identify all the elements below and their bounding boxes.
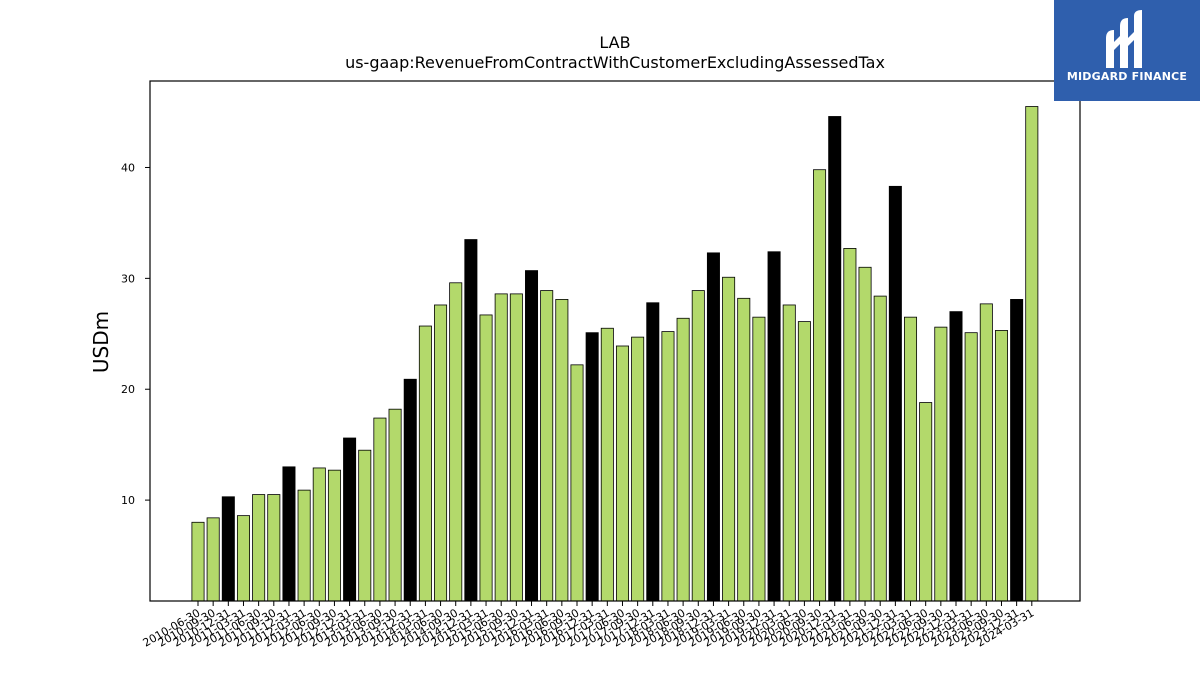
bar-2016-09-30	[570, 364, 584, 602]
bar-2023-09-30	[994, 330, 1008, 602]
bar-2017-06-30	[615, 345, 629, 602]
bar-2021-06-30	[858, 266, 872, 602]
bar-2011-12-31	[282, 466, 296, 602]
bar-2019-09-30	[752, 316, 766, 602]
y-axis: 10 20 30 40	[121, 161, 150, 507]
bar-2020-09-30	[813, 169, 827, 602]
chart-subtitle: us-gaap:RevenueFromContractWithCustomerE…	[345, 53, 885, 72]
bar-2024-03-31	[1025, 106, 1039, 602]
bar-2020-03-31	[782, 304, 796, 602]
bar-2023-06-30	[979, 303, 993, 602]
bar-2017-03-31	[600, 327, 614, 602]
y-axis-label: USDm	[89, 311, 113, 373]
bar-2023-03-31	[964, 332, 978, 602]
bar-2010-12-31	[221, 496, 235, 602]
bar-2018-09-30	[691, 290, 705, 602]
bar-2016-12-31	[585, 332, 599, 602]
bar-2019-12-31	[767, 251, 781, 602]
y-tick-label: 30	[121, 272, 135, 285]
bar-2012-03-31	[297, 489, 311, 602]
bar-2011-03-31	[236, 515, 250, 602]
midgard-logo-icon	[1106, 10, 1142, 68]
bar-2011-06-30	[252, 494, 266, 602]
bar-2021-09-30	[873, 295, 887, 602]
bar-2021-03-31	[843, 248, 857, 602]
bar-2012-06-30	[312, 467, 326, 602]
bar-2015-09-30	[509, 293, 523, 602]
bar-2014-12-31	[464, 239, 478, 602]
bar-2022-09-30	[934, 326, 948, 602]
bar-2020-06-30	[797, 321, 811, 602]
bar-2023-12-31	[1010, 299, 1024, 602]
bar-2013-06-30	[373, 417, 387, 602]
y-tick-label: 40	[121, 161, 135, 174]
bar-series	[191, 106, 1039, 602]
bar-2019-03-31	[722, 276, 736, 602]
bar-2010-09-30	[206, 517, 220, 602]
bar-2020-12-31	[828, 116, 842, 602]
bar-2014-03-31	[418, 325, 432, 602]
chart-title: LAB	[599, 33, 630, 52]
bar-2013-09-30	[388, 408, 402, 602]
y-tick-label: 20	[121, 383, 135, 396]
bar-2013-03-31	[358, 449, 372, 602]
bar-2018-12-31	[706, 252, 720, 602]
logo-text: MIDGARD FINANCE	[1066, 70, 1188, 83]
bar-2016-03-31	[540, 290, 554, 602]
bar-2021-12-31	[888, 185, 902, 602]
bar-2010-06-30	[191, 521, 205, 602]
bar-2019-06-30	[737, 297, 751, 602]
bar-2015-03-31	[479, 314, 493, 602]
bar-2018-06-30	[676, 317, 690, 602]
bar-2015-12-31	[525, 270, 539, 602]
x-axis: 2010-06-302010-09-302010-12-312011-03-31…	[141, 601, 1036, 650]
midgard-finance-logo: MIDGARD FINANCE	[1054, 0, 1200, 101]
bar-2017-09-30	[631, 336, 645, 602]
bar-2012-12-31	[343, 437, 357, 602]
bar-2013-12-31	[403, 378, 417, 602]
bar-2015-06-30	[494, 293, 508, 602]
bar-2018-03-31	[661, 331, 675, 602]
bar-2012-09-30	[327, 469, 341, 602]
y-tick-label: 10	[121, 494, 135, 507]
bar-2022-06-30	[919, 402, 933, 602]
bar-2022-03-31	[904, 316, 918, 602]
bar-2011-09-30	[267, 494, 281, 602]
plot-frame	[149, 80, 1081, 602]
bar-2014-09-30	[449, 282, 463, 602]
bar-2022-12-31	[949, 311, 963, 602]
bar-2017-12-31	[646, 302, 660, 602]
bar-2016-06-30	[555, 299, 569, 602]
bar-2014-06-30	[434, 304, 448, 602]
